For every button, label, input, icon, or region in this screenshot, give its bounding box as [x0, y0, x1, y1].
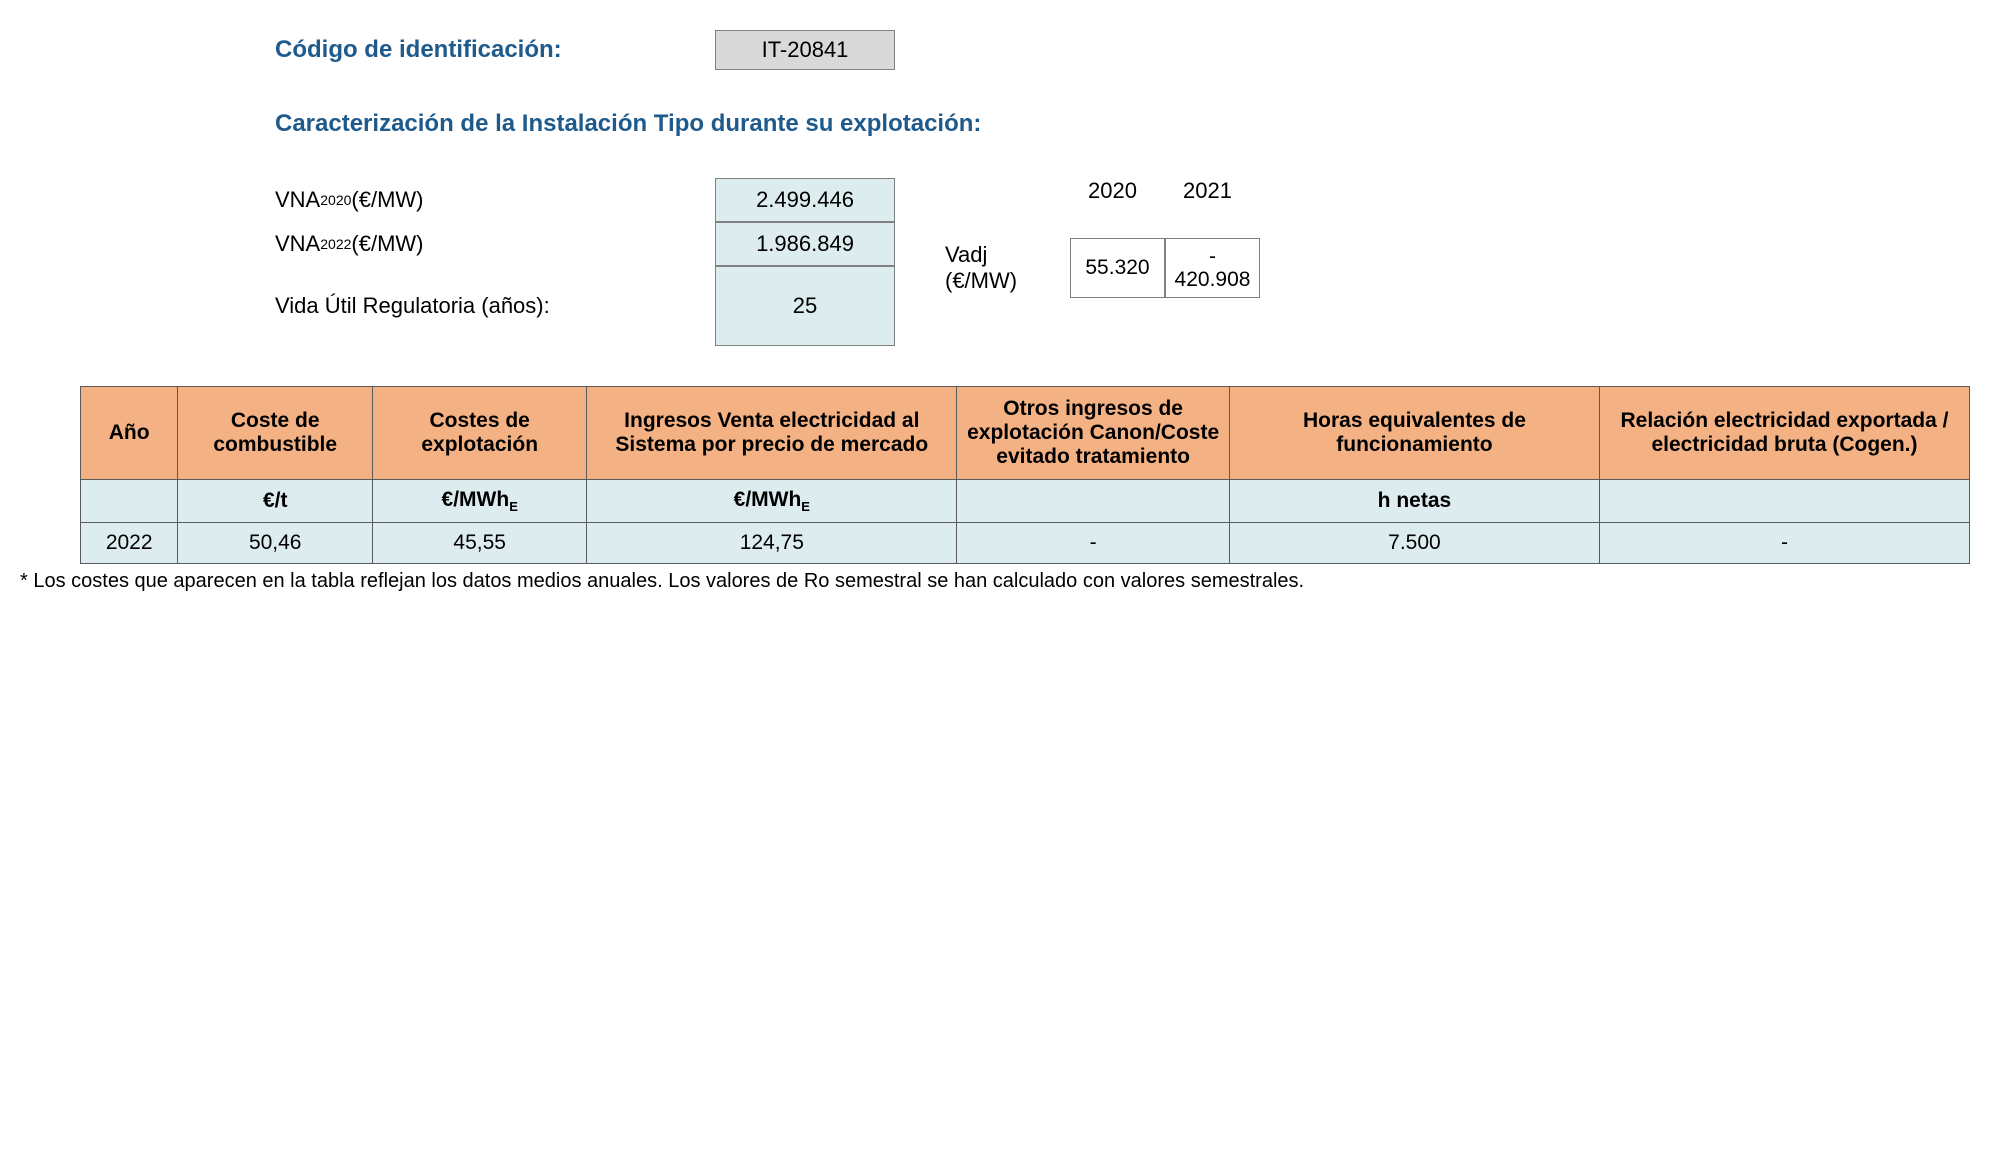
table-data-cell: - [957, 523, 1230, 564]
table-header-cell: Costes de explotación [373, 387, 587, 480]
footnote: * Los costes que aparecen en la tabla re… [20, 570, 1990, 593]
vadj-row: Vadj (€/MW) 55.320-420.908 [945, 238, 1260, 298]
table-data-row: 202250,4645,55124,75-7.500- [81, 523, 1970, 564]
table-unit-cell: h netas [1229, 480, 1599, 523]
table-data-cell: - [1599, 523, 1969, 564]
characterization-title: Caracterización de la Instalación Tipo d… [275, 110, 1990, 138]
param-value: 2.499.446 [715, 178, 895, 222]
table-data-cell: 124,75 [587, 523, 957, 564]
params-block: VNA2020 (€/MW)2.499.446VNA2022 (€/MW)1.9… [275, 178, 1990, 346]
param-row: VNA2022 (€/MW)1.986.849 [275, 222, 895, 266]
table-unit-cell [81, 480, 178, 523]
vadj-value: -420.908 [1165, 238, 1260, 298]
table-header-cell: Ingresos Venta electricidad al Sistema p… [587, 387, 957, 480]
table-unit-cell: €/MWhE [587, 480, 957, 523]
table-units-row: €/t€/MWhE€/MWhEh netas [81, 480, 1970, 523]
vadj-year-label: 2021 [1160, 178, 1255, 204]
vadj-year-label: 2020 [1065, 178, 1160, 204]
param-row: Vida Útil Regulatoria (años):25 [275, 266, 895, 346]
table-header-row: AñoCoste de combustibleCostes de explota… [81, 387, 1970, 480]
vadj-section: 20202021 Vadj (€/MW) 55.320-420.908 [945, 178, 1260, 298]
table-unit-cell: €/t [178, 480, 373, 523]
identification-row: Código de identificación: IT-20841 [275, 30, 1990, 70]
table-unit-cell [1599, 480, 1969, 523]
param-value: 1.986.849 [715, 222, 895, 266]
table-data-cell: 45,55 [373, 523, 587, 564]
vadj-value: 55.320 [1070, 238, 1165, 298]
identification-label: Código de identificación: [275, 36, 715, 64]
param-row: VNA2020 (€/MW)2.499.446 [275, 178, 895, 222]
table-data-cell: 2022 [81, 523, 178, 564]
data-table: AñoCoste de combustibleCostes de explota… [80, 386, 1970, 564]
identification-value: IT-20841 [715, 30, 895, 70]
table-unit-cell: €/MWhE [373, 480, 587, 523]
table-unit-cell [957, 480, 1230, 523]
table-data-cell: 50,46 [178, 523, 373, 564]
param-label: VNA2022 (€/MW) [275, 222, 715, 266]
table-header-cell: Coste de combustible [178, 387, 373, 480]
param-value: 25 [715, 266, 895, 346]
vadj-years-row: 20202021 [1065, 178, 1255, 204]
table-header-cell: Relación electricidad exportada / electr… [1599, 387, 1969, 480]
table-data-cell: 7.500 [1229, 523, 1599, 564]
param-label: Vida Útil Regulatoria (años): [275, 266, 715, 346]
table-header-cell: Horas equivalentes de funcionamiento [1229, 387, 1599, 480]
param-label: VNA2020 (€/MW) [275, 178, 715, 222]
params-list: VNA2020 (€/MW)2.499.446VNA2022 (€/MW)1.9… [275, 178, 895, 346]
table-body: €/t€/MWhE€/MWhEh netas202250,4645,55124,… [81, 480, 1970, 564]
vadj-label: Vadj (€/MW) [945, 238, 1070, 298]
table-header-cell: Otros ingresos de explotación Canon/Cost… [957, 387, 1230, 480]
vadj-cells: 55.320-420.908 [1070, 238, 1260, 298]
table-header-cell: Año [81, 387, 178, 480]
